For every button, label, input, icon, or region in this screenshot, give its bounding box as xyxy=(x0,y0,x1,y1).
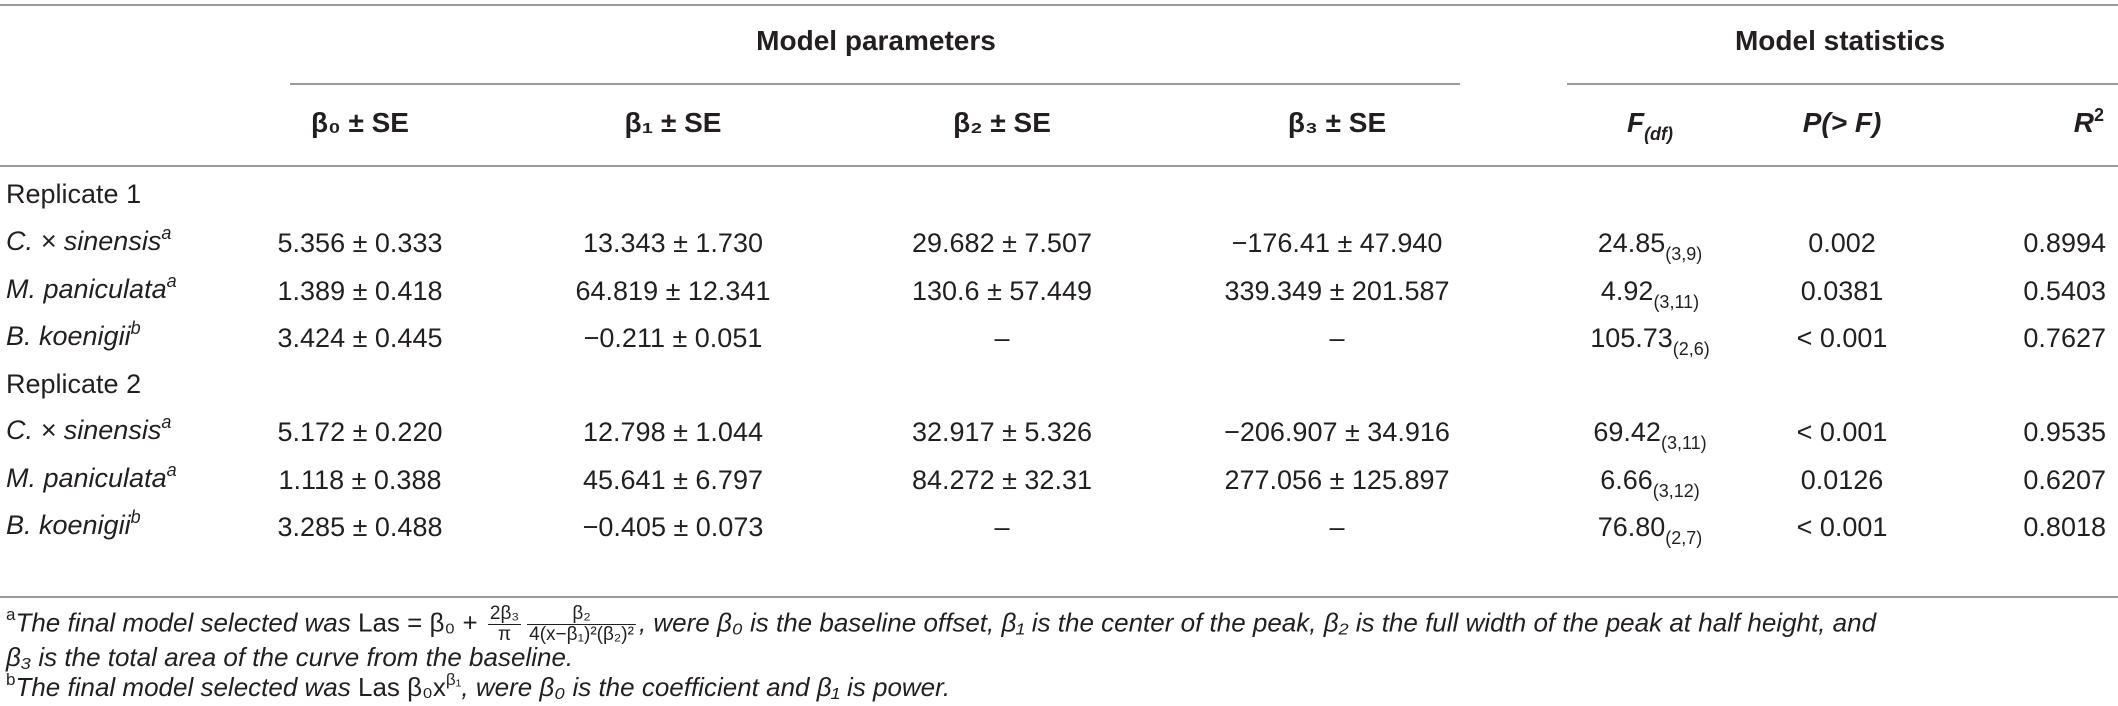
cell-f: 4.92(3,11) xyxy=(1600,276,1700,312)
cell-r2: 0.6207 xyxy=(2023,465,2106,495)
cell-r2: 0.8994 xyxy=(2023,228,2106,258)
cell-p: < 0.001 xyxy=(1796,417,1888,447)
cell-b1: −0.405 ± 0.073 xyxy=(582,512,764,542)
footnote-a-line-2: β₃ is the total area of the curve from t… xyxy=(6,642,574,672)
cell-b2: 84.272 ± 32.31 xyxy=(912,465,1092,495)
cell-b2: – xyxy=(994,512,1010,542)
cell-b0: 5.356 ± 0.333 xyxy=(277,228,443,258)
cell-b1: 64.819 ± 12.341 xyxy=(575,276,771,306)
cell-b2: – xyxy=(994,323,1010,353)
cell-f: 6.66(3,12) xyxy=(1600,465,1700,501)
col-header-b3: β₃ ± SE xyxy=(1287,107,1387,138)
cell-f: 69.42(3,11) xyxy=(1593,417,1707,453)
row-species: C. × sinensisa xyxy=(6,223,172,256)
cell-b2: 32.917 ± 5.326 xyxy=(912,417,1092,447)
group-label-replicate-2: Replicate 2 xyxy=(6,369,142,399)
cell-p: 0.0126 xyxy=(1800,465,1884,495)
group-label-replicate-1: Replicate 1 xyxy=(6,179,142,209)
cell-b0: 5.172 ± 0.220 xyxy=(277,417,443,447)
top-rule xyxy=(0,4,2118,6)
row-species: M. paniculataa xyxy=(6,271,177,304)
cell-r2: 0.5403 xyxy=(2023,276,2106,306)
cell-f: 24.85(3,9) xyxy=(1597,228,1703,264)
cell-b1: 45.641 ± 6.797 xyxy=(583,465,763,495)
stats-group-rule xyxy=(1567,83,2118,85)
cell-b3: 339.349 ± 201.587 xyxy=(1224,276,1450,306)
footnote-a: aThe final model selected was Las = β₀ +… xyxy=(6,603,1877,645)
cell-p: < 0.001 xyxy=(1796,323,1888,353)
cell-p: < 0.001 xyxy=(1796,512,1888,542)
row-species: C. × sinensisa xyxy=(6,412,172,445)
row-species: B. koenigiib xyxy=(6,318,141,351)
cell-b2: 29.682 ± 7.507 xyxy=(912,228,1092,258)
bottom-rule xyxy=(0,596,2118,598)
group-header-params: Model parameters xyxy=(756,25,996,56)
cell-f: 76.80(2,7) xyxy=(1597,512,1703,548)
col-header-r2: R2 xyxy=(2073,105,2104,138)
cell-b0: 1.389 ± 0.418 xyxy=(277,276,443,306)
footnote-b: bThe final model selected was Las β₀xβ₁,… xyxy=(6,670,951,702)
col-header-b2: β₂ ± SE xyxy=(953,107,1051,138)
col-header-f: F(df) xyxy=(1626,107,1674,144)
row-species: M. paniculataa xyxy=(6,460,177,493)
cell-b1: 13.343 ± 1.730 xyxy=(583,228,763,258)
cell-b3: – xyxy=(1329,512,1345,542)
cell-b1: 12.798 ± 1.044 xyxy=(583,417,763,447)
cell-f: 105.73(2,6) xyxy=(1590,323,1710,359)
cell-r2: 0.9535 xyxy=(2023,417,2106,447)
header-rule xyxy=(0,165,2118,167)
group-header-stats: Model statistics xyxy=(1734,25,1946,56)
cell-b1: −0.211 ± 0.051 xyxy=(583,323,763,353)
params-group-rule xyxy=(290,83,1460,85)
cell-b3: −206.907 ± 34.916 xyxy=(1224,417,1450,447)
fraction-2b3-over-pi: 2β₃ π xyxy=(487,603,522,645)
cell-b3: – xyxy=(1329,323,1345,353)
cell-b0: 1.118 ± 0.388 xyxy=(278,465,442,495)
cell-r2: 0.7627 xyxy=(2023,323,2106,353)
col-header-b1: β₁ ± SE xyxy=(624,107,722,138)
cell-b3: 277.056 ± 125.897 xyxy=(1224,465,1450,495)
cell-b2: 130.6 ± 57.449 xyxy=(912,276,1092,306)
fraction-b2-over-width: β₂ 4(x−β₁)²(β₂)² xyxy=(527,603,636,645)
col-header-b0: β₀ ± SE xyxy=(311,107,409,138)
cell-b3: −176.41 ± 47.940 xyxy=(1231,228,1443,258)
cell-p: 0.0381 xyxy=(1800,276,1884,306)
cell-p: 0.002 xyxy=(1808,228,1876,258)
row-species: B. koenigiib xyxy=(6,507,141,540)
cell-r2: 0.8018 xyxy=(2023,512,2106,542)
col-header-p: P(> F) xyxy=(1802,107,1882,138)
cell-b0: 3.424 ± 0.445 xyxy=(277,323,443,353)
cell-b0: 3.285 ± 0.488 xyxy=(277,512,443,542)
